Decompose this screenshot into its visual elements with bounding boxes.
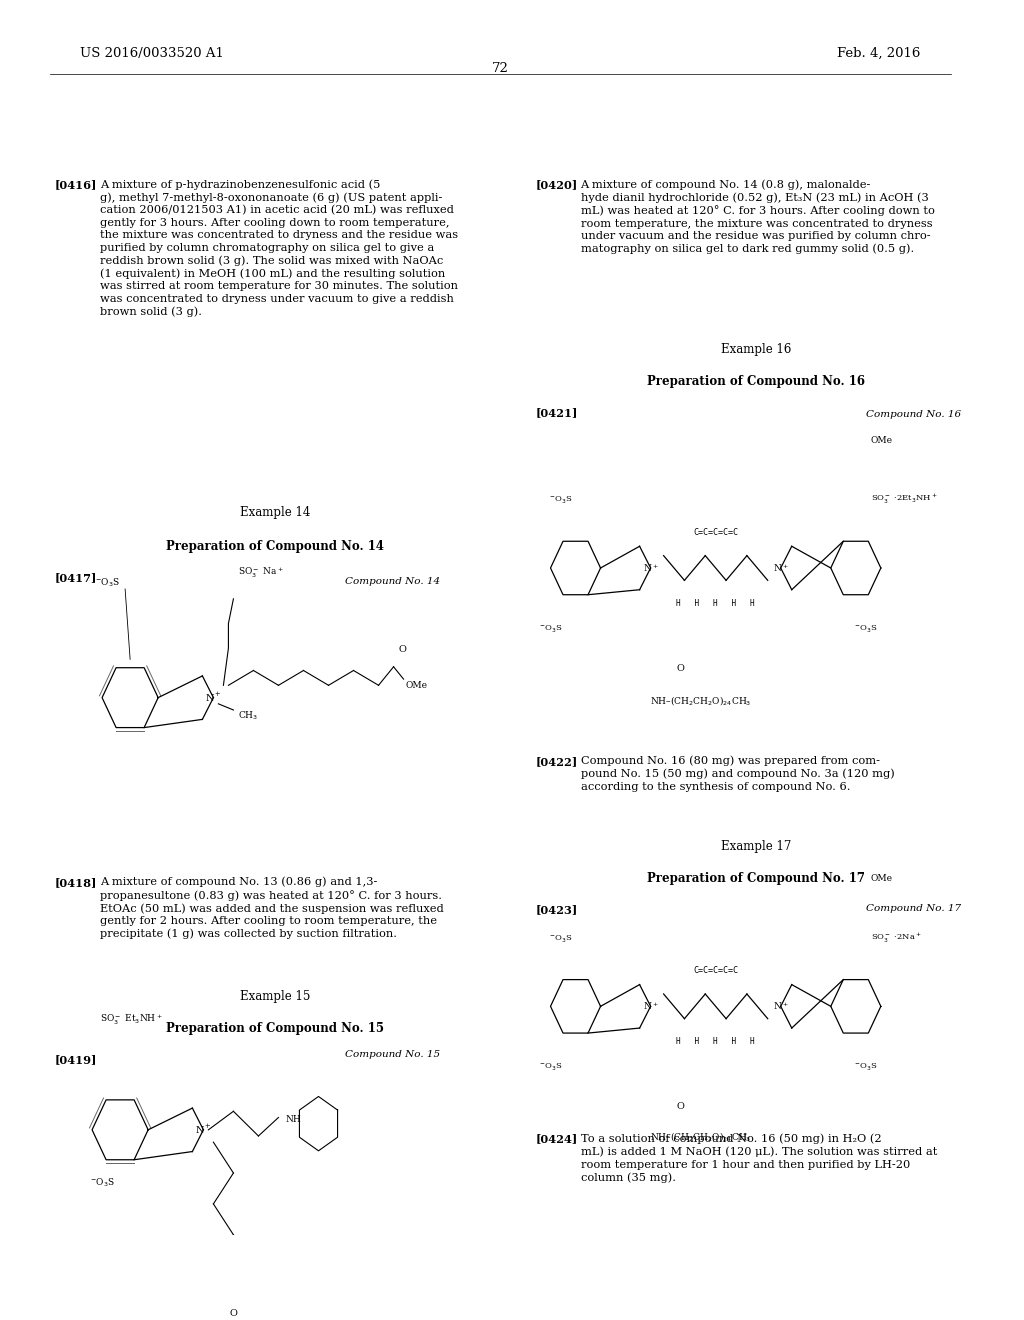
Text: [0424]: [0424] [536, 1134, 578, 1144]
Text: N$^+$: N$^+$ [773, 562, 788, 574]
Text: Compound No. 14: Compound No. 14 [345, 577, 440, 586]
Text: US 2016/0033520 A1: US 2016/0033520 A1 [80, 48, 224, 59]
Text: Example 14: Example 14 [240, 507, 310, 519]
Text: O: O [677, 1102, 685, 1111]
Text: SO$_3^-$ ·2Et$_3$NH$^+$: SO$_3^-$ ·2Et$_3$NH$^+$ [870, 492, 937, 507]
Text: N$^+$: N$^+$ [205, 692, 222, 704]
Text: Preparation of Compound No. 14: Preparation of Compound No. 14 [166, 540, 384, 553]
Text: A mixture of compound No. 14 (0.8 g), malonalde-
hyde dianil hydrochloride (0.52: A mixture of compound No. 14 (0.8 g), ma… [581, 180, 935, 255]
Text: [0416]: [0416] [55, 180, 97, 190]
Text: Compound No. 16: Compound No. 16 [865, 411, 961, 418]
Text: $^{-}$O$_3$S: $^{-}$O$_3$S [854, 1061, 878, 1073]
Text: H   H   H   H   H: H H H H H [677, 599, 755, 609]
Text: A mixture of p-hydrazinobenzenesulfonic acid (5
g), methyl 7-methyl-8-oxononanoa: A mixture of p-hydrazinobenzenesulfonic … [100, 180, 458, 317]
Text: Feb. 4, 2016: Feb. 4, 2016 [838, 48, 921, 59]
Text: To a solution of compound No. 16 (50 mg) in H₂O (2
mL) is added 1 M NaOH (120 μL: To a solution of compound No. 16 (50 mg)… [581, 1134, 937, 1183]
Text: Example 15: Example 15 [240, 990, 310, 1003]
Text: N$^+$: N$^+$ [773, 1001, 788, 1012]
Text: [0422]: [0422] [536, 755, 578, 767]
Text: Compound No. 16 (80 mg) was prepared from com-
pound No. 15 (50 mg) and compound: Compound No. 16 (80 mg) was prepared fro… [581, 755, 894, 792]
Text: Example 16: Example 16 [721, 343, 791, 356]
Text: SO$_3^-$ Et$_3$NH$^+$: SO$_3^-$ Et$_3$NH$^+$ [100, 1014, 163, 1027]
Text: C=C=C=C=C: C=C=C=C=C [693, 528, 738, 537]
Text: CH$_3$: CH$_3$ [239, 710, 259, 722]
Text: Example 17: Example 17 [721, 840, 791, 853]
Text: Preparation of Compound No. 16: Preparation of Compound No. 16 [647, 375, 864, 388]
Text: O: O [229, 1309, 238, 1317]
Text: SO$_3^-$ ·2Na$^+$: SO$_3^-$ ·2Na$^+$ [870, 931, 922, 945]
Text: 72: 72 [492, 62, 509, 75]
Text: [0421]: [0421] [536, 408, 578, 418]
Text: Compound No. 17: Compound No. 17 [865, 904, 961, 913]
Text: $^{-}$O$_3$S: $^{-}$O$_3$S [539, 623, 562, 635]
Text: NH: NH [286, 1115, 301, 1125]
Text: $^{-}$O$_3$S: $^{-}$O$_3$S [95, 577, 120, 589]
Text: OMe: OMe [870, 874, 893, 883]
Text: [0419]: [0419] [55, 1055, 97, 1065]
Text: Compound No. 15: Compound No. 15 [345, 1049, 440, 1059]
Text: $^{-}$O$_3$S: $^{-}$O$_3$S [90, 1176, 115, 1189]
Text: $^{-}$O$_3$S: $^{-}$O$_3$S [549, 933, 572, 945]
Text: $^{-}$O$_3$S: $^{-}$O$_3$S [549, 495, 572, 507]
Text: N$^+$: N$^+$ [643, 562, 658, 574]
Text: $^{-}$O$_3$S: $^{-}$O$_3$S [854, 623, 878, 635]
Text: NH–(CH$_2$CH$_2$O)$_{24}$CH$_3$: NH–(CH$_2$CH$_2$O)$_{24}$CH$_3$ [650, 694, 752, 708]
Text: OMe: OMe [870, 436, 893, 445]
Text: OMe: OMe [406, 681, 428, 690]
Text: N$^+$: N$^+$ [643, 1001, 658, 1012]
Text: SO$_3^-$ Na$^+$: SO$_3^-$ Na$^+$ [239, 566, 284, 581]
Text: C=C=C=C=C: C=C=C=C=C [693, 966, 738, 975]
Text: A mixture of compound No. 13 (0.86 g) and 1,3-
propanesultone (0.83 g) was heate: A mixture of compound No. 13 (0.86 g) an… [100, 876, 443, 940]
Text: [0418]: [0418] [55, 876, 97, 887]
Text: $^{-}$O$_3$S: $^{-}$O$_3$S [539, 1061, 562, 1073]
Text: O: O [398, 645, 407, 655]
Text: [0423]: [0423] [536, 904, 578, 915]
Text: Preparation of Compound No. 17: Preparation of Compound No. 17 [647, 871, 864, 884]
Text: Preparation of Compound No. 15: Preparation of Compound No. 15 [166, 1023, 384, 1035]
Text: N$^+$: N$^+$ [195, 1123, 212, 1137]
Text: NH–(CH$_2$CH$_2$O)$_{24}$CH$_3$: NH–(CH$_2$CH$_2$O)$_{24}$CH$_3$ [650, 1130, 752, 1143]
Text: [0420]: [0420] [536, 180, 578, 190]
Text: O: O [677, 664, 685, 673]
Text: H   H   H   H   H: H H H H H [677, 1038, 755, 1047]
Text: [0417]: [0417] [55, 572, 97, 582]
